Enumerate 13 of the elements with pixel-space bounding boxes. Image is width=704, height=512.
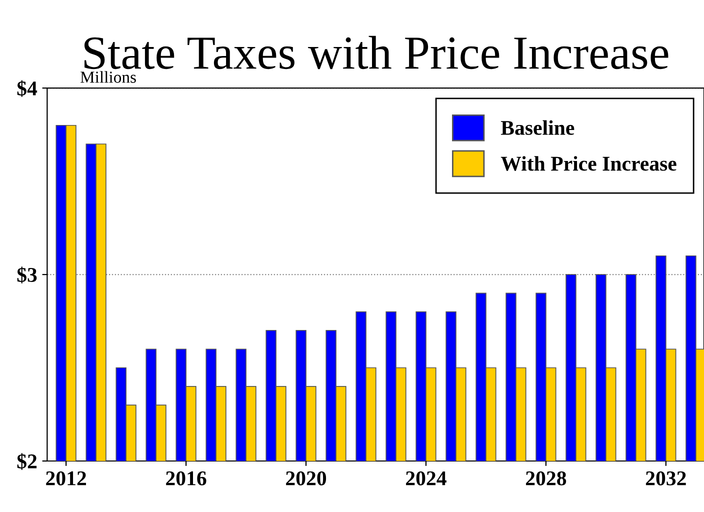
chart-title: State Taxes with Price Increase	[84, 36, 668, 70]
text: Millions	[80, 71, 136, 83]
x-tick-label: 2032	[646, 471, 686, 486]
y-tick-label: $2	[17, 453, 37, 470]
y-tick-label: $3	[17, 266, 37, 284]
x-tick-label: 2012	[46, 471, 86, 486]
x-tick-label: 2016	[166, 471, 206, 486]
x-tick-label: 2020	[286, 471, 326, 486]
legend-label: With Price Increase	[500, 156, 676, 171]
legend-label: Baseline	[500, 120, 574, 135]
x-tick-label: 2024	[406, 471, 446, 486]
y-tick-label: $4	[17, 80, 38, 97]
x-tick-label: 2028	[526, 471, 566, 486]
